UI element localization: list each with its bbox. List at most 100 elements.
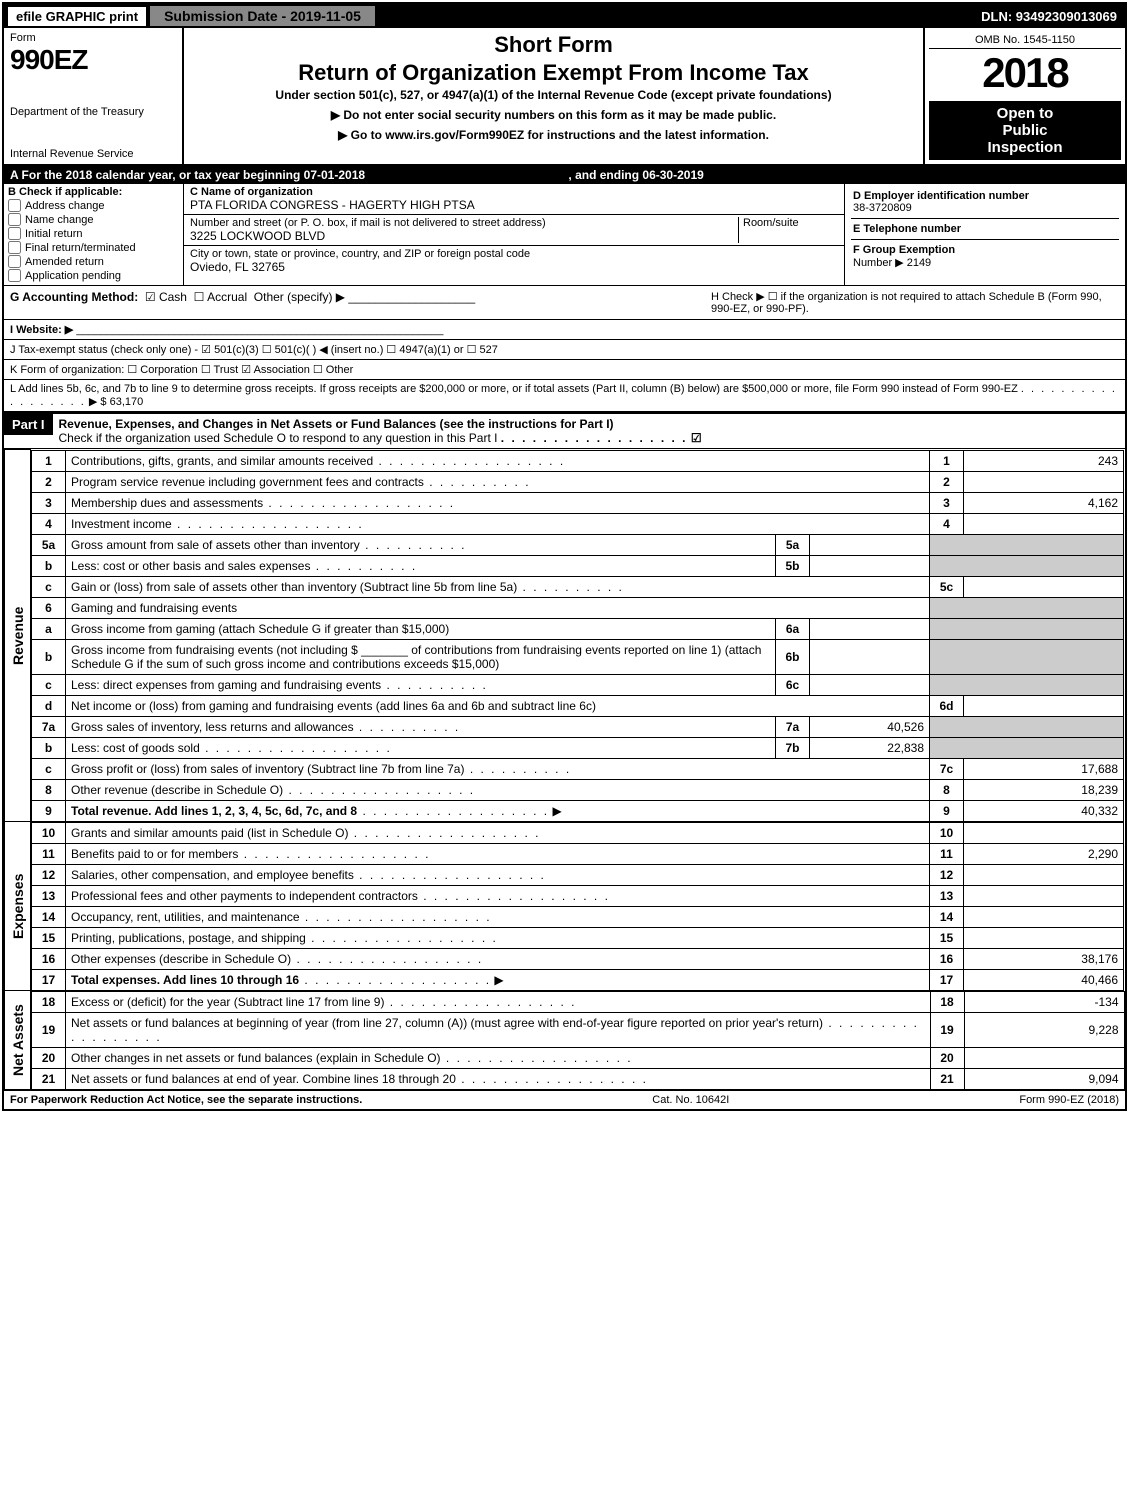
line6-desc: Gaming and fundraising events [66, 597, 930, 618]
city-value: Oviedo, FL 32765 [190, 260, 838, 274]
line12-desc: Salaries, other compensation, and employ… [71, 868, 354, 882]
check-address-change[interactable]: Address change [8, 199, 179, 212]
line14-val [964, 906, 1124, 927]
ein-label: D Employer identification number [853, 190, 1117, 202]
line6d-desc: Net income or (loss) from gaming and fun… [71, 699, 596, 713]
net-assets-table: 18Excess or (deficit) for the year (Subt… [31, 991, 1125, 1090]
part1-title: Revenue, Expenses, and Changes in Net As… [59, 417, 614, 431]
public: Public [937, 122, 1113, 139]
line6b-desc1: Gross income from fundraising events (no… [71, 643, 358, 657]
form-990ez-page: efile GRAPHIC print Submission Date - 20… [2, 2, 1127, 1111]
revenue-table: 1Contributions, gifts, grants, and simil… [31, 450, 1124, 822]
line4-val [964, 513, 1124, 534]
line15-val [964, 927, 1124, 948]
header-left: Form 990EZ Department of the Treasury In… [4, 28, 184, 164]
org-name-label: C Name of organization [190, 186, 838, 198]
short-form-title: Short Form [188, 32, 919, 58]
line9-desc: Total revenue. Add lines 1, 2, 3, 4, 5c,… [71, 804, 357, 818]
check-final-return[interactable]: Final return/terminated [8, 241, 179, 254]
part1-check: Check if the organization used Schedule … [59, 431, 498, 445]
line-l-label: ▶ $ [89, 396, 107, 408]
website-row: I Website: ▶ ___________________________… [4, 320, 1125, 340]
submission-date: Submission Date - 2019-11-05 [150, 6, 375, 26]
line13-val [964, 885, 1124, 906]
part1-table: Revenue 1Contributions, gifts, grants, a… [4, 449, 1125, 1090]
line14-desc: Occupancy, rent, utilities, and maintena… [71, 910, 300, 924]
line20-val [964, 1047, 1124, 1068]
group-exemption-label: F Group Exemption [853, 244, 955, 256]
page-footer: For Paperwork Reduction Act Notice, see … [4, 1090, 1125, 1109]
g-label: G Accounting Method: [10, 290, 138, 304]
department-label: Department of the Treasury [10, 106, 176, 118]
efile-label: efile GRAPHIC print [8, 7, 146, 26]
line17-val: 40,466 [964, 969, 1124, 990]
box-def: D Employer identification number 38-3720… [845, 184, 1125, 285]
form-number: 990EZ [10, 44, 176, 76]
line6a-val [810, 618, 930, 639]
line12-val [964, 864, 1124, 885]
check-name-change[interactable]: Name change [8, 213, 179, 226]
line8-val: 18,239 [964, 779, 1124, 800]
org-name: PTA FLORIDA CONGRESS - HAGERTY HIGH PTSA [190, 198, 838, 212]
check-amended-return[interactable]: Amended return [8, 255, 179, 268]
line15-desc: Printing, publications, postage, and shi… [71, 931, 306, 945]
line5c-desc: Gain or (loss) from sale of assets other… [71, 580, 517, 594]
period-end: , and ending 06-30-2019 [568, 168, 703, 182]
line7c-val: 17,688 [964, 758, 1124, 779]
tax-exempt-status: J Tax-exempt status (check only one) - ☑… [4, 340, 1125, 360]
line16-val: 38,176 [964, 948, 1124, 969]
ssn-warning: ▶ Do not enter social security numbers o… [188, 108, 919, 122]
check-application-pending[interactable]: Application pending [8, 269, 179, 282]
part1-header-row: Part I Revenue, Expenses, and Changes in… [4, 412, 1125, 449]
form-of-organization: K Form of organization: ☐ Corporation ☐ … [4, 360, 1125, 380]
line3-desc: Membership dues and assessments [71, 496, 263, 510]
line7b-val: 22,838 [810, 737, 930, 758]
line6a-desc: Gross income from gaming (attach Schedul… [71, 622, 449, 636]
cash-option[interactable]: Cash [159, 290, 187, 304]
other-option[interactable]: Other (specify) ▶ [254, 290, 345, 304]
form-version: Form 990-EZ (2018) [1019, 1094, 1119, 1106]
line11-val: 2,290 [964, 843, 1124, 864]
line21-val: 9,094 [964, 1068, 1124, 1089]
gross-receipts-row: L Add lines 5b, 6c, and 7b to line 9 to … [4, 380, 1125, 412]
group-exemption-value: 2149 [907, 257, 931, 269]
top-bar: efile GRAPHIC print Submission Date - 20… [4, 4, 1125, 28]
paperwork-notice: For Paperwork Reduction Act Notice, see … [10, 1094, 362, 1106]
omb-number: OMB No. 1545-1150 [929, 32, 1121, 49]
expenses-table: 10Grants and similar amounts paid (list … [31, 822, 1124, 991]
line7a-desc: Gross sales of inventory, less returns a… [71, 720, 354, 734]
net-assets-side-label: Net Assets [5, 991, 31, 1090]
form-label: Form [10, 32, 176, 44]
dln: DLN: 93492309013069 [981, 9, 1125, 24]
line18-desc: Excess or (deficit) for the year (Subtra… [71, 995, 384, 1009]
line6c-val [810, 674, 930, 695]
period-begin: A For the 2018 calendar year, or tax yea… [10, 168, 365, 182]
main-title: Return of Organization Exempt From Incom… [188, 60, 919, 86]
line2-val [964, 471, 1124, 492]
line19-desc: Net assets or fund balances at beginning… [71, 1016, 823, 1030]
line9-val: 40,332 [964, 800, 1124, 821]
address-label: Number and street (or P. O. box, if mail… [190, 217, 738, 229]
accrual-option[interactable]: Accrual [207, 290, 247, 304]
line18-val: -134 [964, 991, 1124, 1012]
line3-val: 4,162 [964, 492, 1124, 513]
line6c-desc: Less: direct expenses from gaming and fu… [71, 678, 381, 692]
line6b-val [810, 639, 930, 674]
line10-desc: Grants and similar amounts paid (list in… [71, 826, 348, 840]
line20-desc: Other changes in net assets or fund bala… [71, 1051, 441, 1065]
line5a-desc: Gross amount from sale of assets other t… [71, 538, 360, 552]
line7b-desc: Less: cost of goods sold [71, 741, 200, 755]
goto-link[interactable]: ▶ Go to www.irs.gov/Form990EZ for instru… [188, 128, 919, 142]
line21-desc: Net assets or fund balances at end of ye… [71, 1072, 456, 1086]
line7a-val: 40,526 [810, 716, 930, 737]
box-b-header: B Check if applicable: [8, 186, 179, 198]
check-initial-return[interactable]: Initial return [8, 227, 179, 240]
room-suite-label: Room/suite [738, 217, 838, 243]
line2-desc: Program service revenue including govern… [71, 475, 424, 489]
schedule-b-check: H Check ▶ ☐ if the organization is not r… [705, 286, 1125, 319]
line4-desc: Investment income [71, 517, 172, 531]
subtitle: Under section 501(c), 527, or 4947(a)(1)… [188, 88, 919, 102]
revenue-side-label: Revenue [5, 450, 31, 822]
line1-desc: Contributions, gifts, grants, and simila… [71, 454, 373, 468]
ein-value: 38-3720809 [853, 202, 1117, 214]
